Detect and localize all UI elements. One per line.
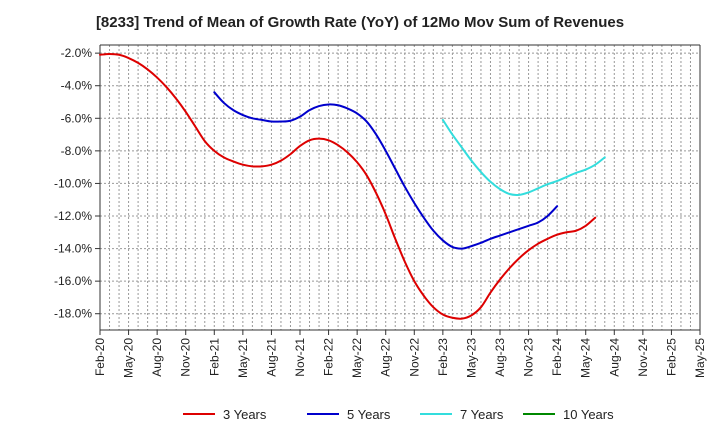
plot-area	[100, 45, 700, 330]
x-tick-label: Aug-21	[264, 338, 278, 377]
series-line-7-years	[441, 118, 606, 196]
y-tick-label: -12.0%	[54, 209, 92, 223]
grid-lines	[99, 45, 701, 330]
legend-label-7-years: 7 Years	[460, 407, 504, 422]
x-tick-label: Aug-22	[379, 338, 393, 377]
y-axis-ticks: -2.0% -4.0% -6.0% -8.0% -10.0% -12.0% -14.0% -1…	[54, 46, 100, 321]
legend-label-5-years: 5 Years	[347, 407, 391, 422]
x-tick-label: May-24	[579, 338, 593, 378]
x-tick-label: Aug-20	[150, 338, 164, 377]
x-axis-ticks: Feb-20 May-20 Aug-20 Nov-20 Feb-21 May-21 Aug-…	[93, 330, 707, 378]
x-tick-label: Nov-23	[522, 338, 536, 377]
x-tick-label: Nov-24	[636, 338, 650, 377]
y-tick-label: -2.0%	[61, 46, 93, 60]
y-tick-label: -10.0%	[54, 176, 92, 190]
y-tick-label: -8.0%	[61, 144, 93, 158]
x-tick-label: Feb-21	[207, 338, 221, 376]
chart-title: [8233] Trend of Mean of Growth Rate (YoY…	[95, 14, 625, 31]
x-tick-label: Nov-20	[179, 338, 193, 377]
x-tick-label: May-22	[350, 338, 364, 378]
x-tick-label: Nov-22	[407, 338, 421, 377]
x-tick-label: May-25	[693, 338, 707, 378]
x-tick-label: May-20	[122, 338, 136, 378]
x-tick-label: May-21	[236, 338, 250, 378]
y-tick-label: -18.0%	[54, 307, 92, 321]
series-line-3-years	[99, 52, 597, 320]
legend-label-3-years: 3 Years	[223, 407, 267, 422]
axes	[99, 44, 701, 331]
y-tick-label: -4.0%	[61, 79, 93, 93]
legend: 3 Years 5 Years 7 Years 10 Years	[183, 407, 614, 422]
legend-label-10-years: 10 Years	[563, 407, 614, 422]
x-tick-label: Feb-25	[664, 338, 678, 376]
x-tick-label: Feb-22	[322, 338, 336, 376]
series-line-5-years	[213, 91, 559, 250]
y-tick-label: -14.0%	[54, 242, 92, 256]
y-tick-label: -6.0%	[61, 111, 93, 125]
x-tick-label: Feb-24	[550, 338, 564, 376]
y-tick-label: -16.0%	[54, 274, 92, 288]
x-tick-label: Feb-23	[436, 338, 450, 376]
x-tick-label: Aug-23	[493, 338, 507, 377]
series-lines	[99, 52, 606, 320]
x-tick-label: Aug-24	[607, 338, 621, 377]
x-tick-label: Nov-21	[293, 338, 307, 377]
x-tick-label: May-23	[464, 338, 478, 378]
x-tick-label: Feb-20	[93, 338, 107, 376]
